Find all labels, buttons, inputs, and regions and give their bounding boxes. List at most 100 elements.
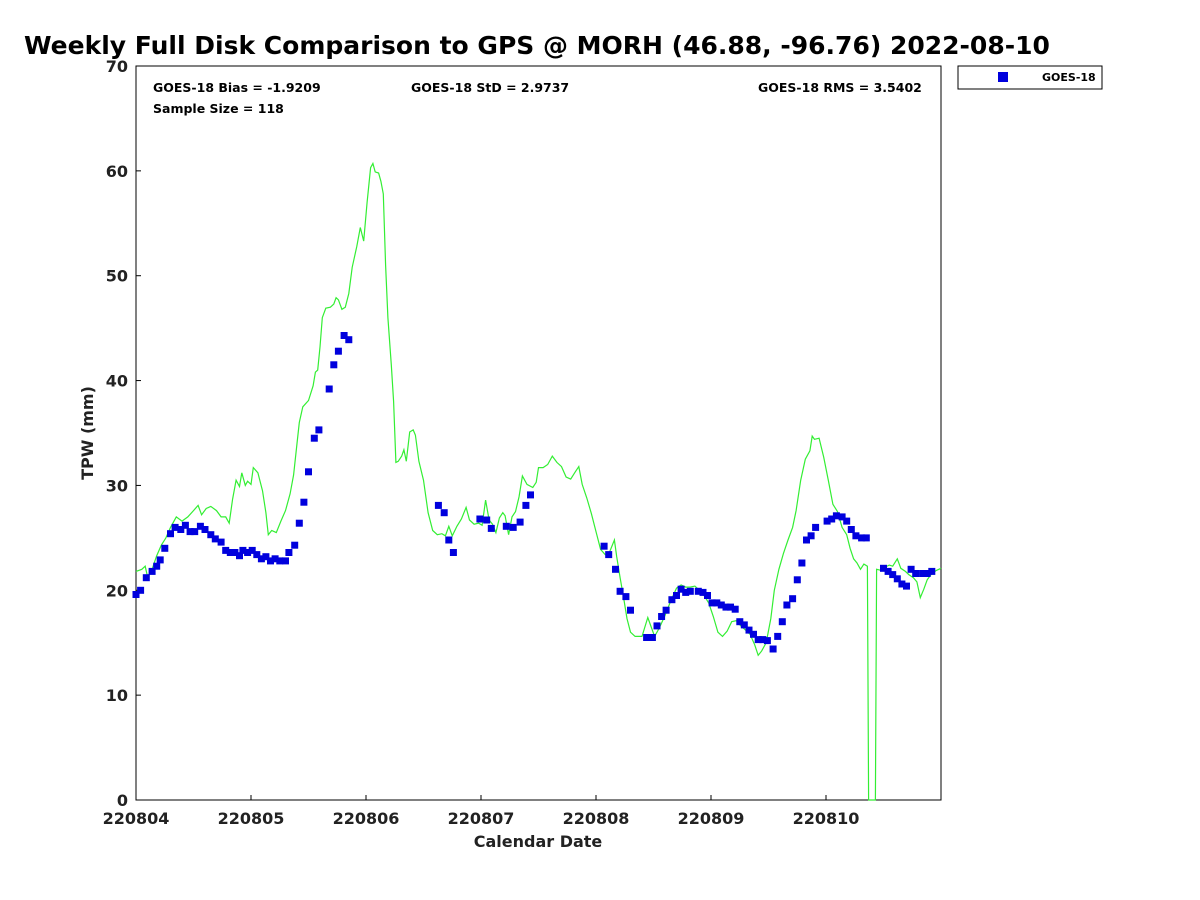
x-tick-label: 220808	[563, 809, 630, 828]
goes-18-point	[694, 587, 702, 595]
goes-18-point	[222, 546, 230, 554]
goes-18-point	[340, 332, 348, 339]
legend-box	[957, 65, 1103, 90]
goes-18-point	[156, 556, 164, 564]
goes-18-point	[686, 587, 694, 595]
goes-18-point	[928, 567, 936, 575]
goes-18-point	[440, 509, 448, 517]
goes-18-point	[483, 516, 491, 524]
x-tick-label: 220807	[448, 809, 515, 828]
goes-18-point	[852, 532, 860, 540]
goes-18-point	[244, 549, 252, 556]
goes-18-point	[847, 526, 855, 533]
goes-18-point	[325, 385, 333, 393]
goes-18-point	[677, 585, 685, 593]
goes-18-point	[276, 557, 284, 565]
y-tick-label: 20	[106, 581, 128, 600]
goes-18-point	[445, 536, 453, 544]
x-tick-label: 220806	[333, 809, 400, 828]
goes-18-point	[880, 564, 887, 572]
bias-stat: GOES-18 Bias = -1.9209	[153, 80, 321, 95]
y-tick-label: 50	[106, 267, 128, 286]
goes-18-point	[727, 603, 734, 611]
x-axis: 220804 220805 220806 220807 220808 220809 2208…	[103, 795, 860, 828]
goes-18-point	[509, 523, 517, 531]
goes-18-point	[731, 605, 739, 613]
goes-18-point	[231, 549, 239, 556]
goes-18-point	[305, 468, 312, 476]
goes-18-point	[236, 552, 243, 560]
goes-18-point	[754, 636, 762, 644]
goes-18-point	[291, 541, 299, 549]
x-tick-label: 220805	[218, 809, 285, 828]
goes-18-point	[708, 599, 716, 607]
goes-18-point	[862, 534, 870, 542]
goes-18-point	[271, 555, 279, 563]
goes-18-point	[889, 571, 897, 579]
goes-18-point	[793, 576, 801, 584]
goes-18-point	[750, 630, 757, 638]
goes-18-point	[699, 588, 707, 596]
goes-18-point	[285, 549, 293, 556]
y-tick-label: 30	[106, 476, 128, 495]
goes-18-point	[310, 434, 318, 442]
goes-18-point	[605, 551, 613, 559]
x-tick-label: 220804	[103, 809, 170, 828]
goes-18-point	[334, 347, 342, 355]
goes-18-point	[923, 570, 931, 577]
goes-18-point	[903, 582, 910, 590]
y-tick-label: 70	[106, 57, 128, 76]
goes-18-point	[262, 553, 270, 561]
goes-18-point	[434, 501, 442, 509]
goes-18-point	[884, 567, 892, 575]
goes-18-point	[257, 555, 265, 563]
x-axis-label: Calendar Date	[474, 832, 603, 851]
goes-18-point	[919, 570, 927, 577]
goes-18-point	[449, 549, 457, 556]
rms-stat: GOES-18 RMS = 3.5402	[758, 80, 922, 95]
goes-18-point	[622, 593, 630, 601]
goes-18-point	[142, 574, 150, 582]
goes-18-point	[774, 632, 782, 640]
goes-18-point	[330, 361, 338, 369]
goes-18-point	[828, 515, 836, 523]
goes-18-point	[745, 626, 753, 634]
goes-18-point	[759, 636, 767, 644]
goes-18-point	[600, 542, 608, 550]
goes-18-point	[239, 546, 247, 554]
goes-18-point	[769, 645, 777, 653]
goes-18-point	[211, 535, 219, 543]
goes-18-point	[267, 557, 274, 565]
goes-18-point	[736, 618, 744, 626]
goes-18-point	[345, 336, 353, 344]
goes-18-point	[893, 575, 901, 583]
gps-series-line	[135, 161, 942, 801]
goes-18-point	[653, 622, 661, 630]
goes-18-point	[740, 621, 748, 629]
goes-18-point	[612, 565, 619, 573]
goes-18-point	[832, 512, 840, 520]
goes-18-point	[148, 567, 156, 575]
goes-18-point	[643, 634, 651, 641]
goes-18-point	[181, 521, 189, 529]
legend-label: GOES-18	[1042, 71, 1096, 84]
x-tick-label: 220810	[793, 809, 860, 828]
plot-area	[135, 65, 942, 801]
legend: GOES-18	[957, 65, 1103, 90]
goes-18-point	[789, 595, 797, 603]
goes-18-point	[191, 528, 199, 536]
goes-18-point	[722, 603, 730, 611]
goes-18-point	[807, 532, 815, 540]
goes-18-point	[778, 618, 786, 626]
goes-18-point	[253, 551, 261, 559]
goes-18-point	[226, 549, 234, 556]
goes-18-point	[201, 526, 209, 533]
sample-size-stat: Sample Size = 118	[153, 101, 284, 116]
y-tick-label: 40	[106, 372, 128, 391]
goes-18-point	[838, 513, 846, 521]
goes-18-point	[186, 528, 194, 536]
x-tick-label: 220809	[678, 809, 745, 828]
chart-title: Weekly Full Disk Comparison to GPS @ MOR…	[24, 31, 1050, 60]
goes-18-point	[502, 522, 510, 530]
std-stat: GOES-18 StD = 2.9737	[411, 80, 569, 95]
